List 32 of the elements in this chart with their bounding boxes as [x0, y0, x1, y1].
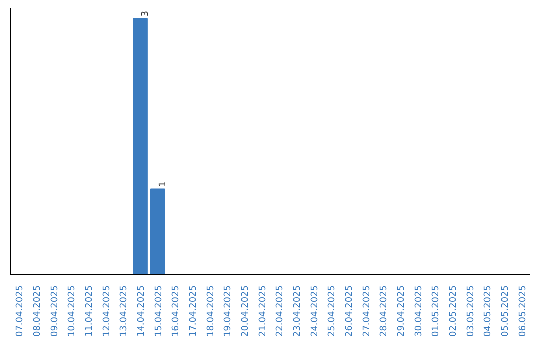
x-tick-label: 24.04.2025 [310, 286, 320, 338]
x-tick-label: 14.04.2025 [137, 286, 147, 338]
x-tick-label: 10.04.2025 [68, 286, 78, 338]
x-tick-label: 28.04.2025 [380, 286, 390, 338]
x-tick-label: 20.04.2025 [241, 286, 251, 338]
x-tick-label: 25.04.2025 [328, 286, 338, 338]
x-tick-label: 07.04.2025 [16, 286, 26, 338]
x-tick-label: 02.05.2025 [449, 286, 459, 338]
x-tick-label: 15.04.2025 [154, 286, 164, 338]
x-tick-label: 29.04.2025 [397, 286, 407, 338]
x-tick-label: 08.04.2025 [33, 286, 43, 338]
x-tick-label: 27.04.2025 [362, 286, 372, 338]
x-tick-label: 06.05.2025 [518, 286, 528, 338]
data-label: 1 [158, 182, 168, 188]
x-tick-label: 09.04.2025 [50, 286, 60, 338]
x-tick-label: 11.04.2025 [85, 286, 95, 338]
x-tick-label: 30.04.2025 [414, 286, 424, 338]
x-tick-label: 04.05.2025 [484, 286, 494, 338]
x-tick-label: 16.04.2025 [172, 286, 182, 338]
x-tick-label: 13.04.2025 [120, 286, 130, 338]
x-tick-label: 23.04.2025 [293, 286, 303, 338]
x-tick-label: 03.05.2025 [466, 286, 476, 338]
x-tick-label: 01.05.2025 [432, 286, 442, 338]
x-tick-label: 17.04.2025 [189, 286, 199, 338]
x-tick-label: 12.04.2025 [102, 286, 112, 338]
data-label: 3 [141, 10, 151, 17]
x-tick-label: 26.04.2025 [345, 286, 355, 338]
x-tick-label: 05.05.2025 [501, 286, 511, 338]
x-tick-label: 22.04.2025 [276, 286, 286, 338]
x-tick-label: 19.04.2025 [224, 286, 234, 338]
x-tick-label: 18.04.2025 [206, 286, 216, 338]
x-tick-label: 21.04.2025 [258, 286, 268, 338]
